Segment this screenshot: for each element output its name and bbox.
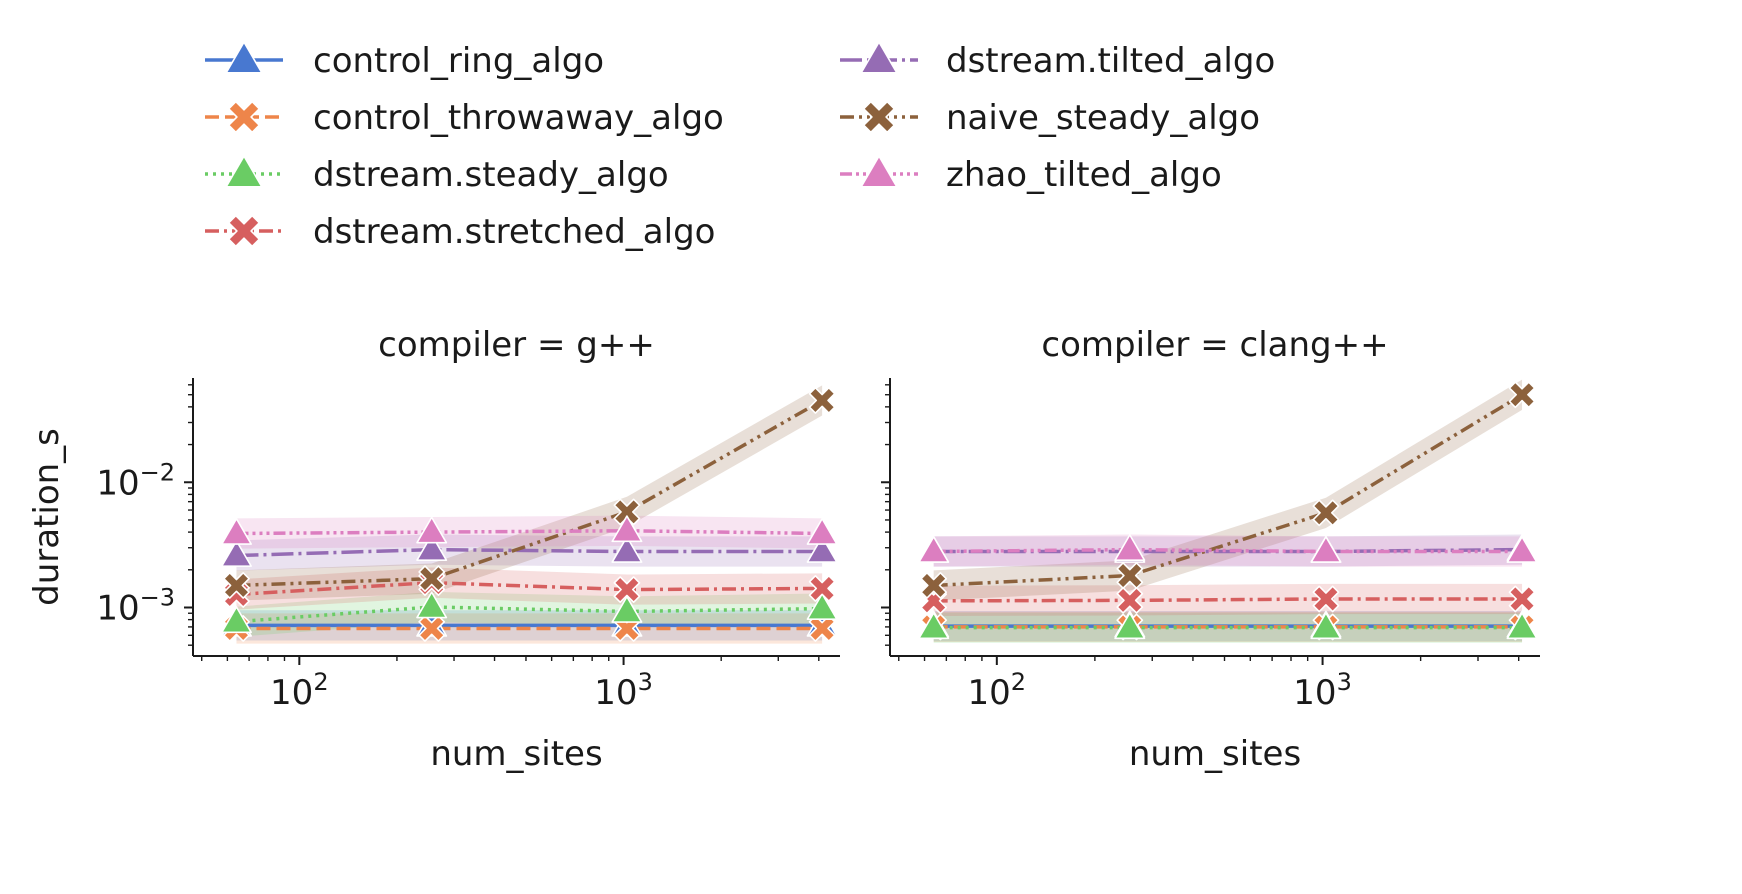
series-line xyxy=(236,547,823,558)
data-point xyxy=(416,534,448,561)
confidence-band xyxy=(236,385,823,601)
data-point xyxy=(1116,562,1144,589)
x-tick-label: 102 xyxy=(968,668,1027,713)
legend-item: dstream.tilted_algo xyxy=(840,41,1275,81)
x-tick-label: 103 xyxy=(594,668,653,713)
legend-label: dstream.steady_algo xyxy=(313,155,669,195)
data-point xyxy=(416,591,448,619)
data-point xyxy=(806,517,838,545)
legend-marker xyxy=(227,214,261,248)
legend-marker xyxy=(225,155,263,188)
data-point xyxy=(1312,585,1340,613)
data-point xyxy=(1310,612,1342,640)
legend-marker xyxy=(225,41,263,74)
data-point xyxy=(1312,499,1340,527)
legend-label: dstream.tilted_algo xyxy=(946,41,1275,81)
legend-item: naive_steady_algo xyxy=(840,98,1260,138)
panel-title: compiler = g++ xyxy=(378,325,655,365)
legend-label: control_throwaway_algo xyxy=(313,98,724,138)
data-point xyxy=(806,536,838,563)
data-point xyxy=(613,498,641,526)
series-line xyxy=(933,393,1523,588)
data-point xyxy=(613,576,641,603)
x-axis-label: num_sites xyxy=(1129,734,1301,774)
series-line xyxy=(236,529,823,536)
legend-label: dstream.stretched_algo xyxy=(313,212,715,252)
legend-marker xyxy=(860,155,898,188)
legend-label: naive_steady_algo xyxy=(946,98,1260,138)
data-point xyxy=(611,595,643,623)
legend-item: control_ring_algo xyxy=(205,41,604,81)
legend-marker xyxy=(860,41,898,74)
legend-marker xyxy=(862,100,896,134)
data-point xyxy=(806,593,838,620)
legend: control_ring_algocontrol_throwaway_algod… xyxy=(205,41,1275,252)
data-point xyxy=(1506,612,1538,640)
series-line xyxy=(236,580,823,597)
data-point xyxy=(220,606,252,634)
data-point xyxy=(611,536,643,563)
data-point xyxy=(1506,536,1538,563)
series-line xyxy=(933,547,1523,554)
y-tick-label: 10−3 xyxy=(96,584,175,629)
panel-title: compiler = clang++ xyxy=(1041,325,1388,365)
y-tick-label: 10−2 xyxy=(96,458,175,503)
legend-item: zhao_tilted_algo xyxy=(840,155,1222,195)
legend-label: zhao_tilted_algo xyxy=(946,155,1222,195)
legend-label: control_ring_algo xyxy=(313,41,604,81)
data-point xyxy=(1508,585,1536,613)
confidence-band xyxy=(236,567,823,610)
panel: compiler = g++ 102 103 10−3 10−2 num_sites dur… xyxy=(27,325,840,774)
data-point xyxy=(1114,612,1146,640)
x-axis-label: num_sites xyxy=(430,734,602,774)
data-point xyxy=(808,575,836,602)
series-line xyxy=(236,605,823,624)
x-tick-label: 103 xyxy=(1293,668,1352,713)
data-point xyxy=(1114,534,1146,561)
data-point xyxy=(1116,586,1144,614)
panel: compiler = clang++ 102 103 num_sites xyxy=(881,325,1540,774)
series-line xyxy=(236,398,824,588)
series-line xyxy=(933,547,1523,554)
data-point xyxy=(223,572,250,599)
legend-item: control_throwaway_algo xyxy=(205,98,724,138)
confidence-band xyxy=(933,583,1523,616)
confidence-band xyxy=(236,534,823,571)
legend-item: dstream.steady_algo xyxy=(205,155,669,195)
confidence-band xyxy=(933,379,1523,601)
data-point xyxy=(918,536,950,563)
confidence-band xyxy=(236,515,823,549)
legend-item: dstream.stretched_algo xyxy=(205,212,715,252)
legend-marker xyxy=(227,100,261,134)
data-point xyxy=(1508,381,1536,409)
y-axis-label: duration_s xyxy=(27,428,67,606)
data-point xyxy=(418,565,446,593)
data-point xyxy=(611,515,643,543)
data-point xyxy=(920,572,948,599)
data-point xyxy=(220,517,252,545)
series-line xyxy=(933,597,1523,603)
data-point xyxy=(416,516,448,544)
data-point xyxy=(220,540,252,567)
data-point xyxy=(418,615,446,642)
data-point xyxy=(808,387,836,414)
data-point xyxy=(918,612,950,640)
x-tick-label: 102 xyxy=(270,668,329,713)
data-point xyxy=(808,615,836,642)
data-point xyxy=(1310,536,1342,563)
